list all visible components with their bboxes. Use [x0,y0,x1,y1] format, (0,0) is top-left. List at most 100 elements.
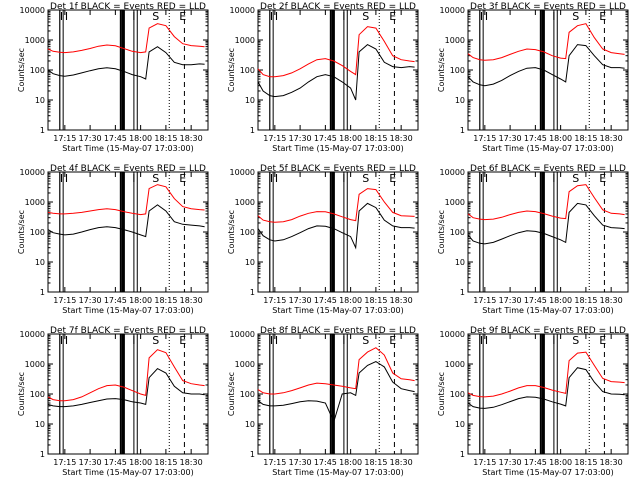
y-tick-label: 10 [455,420,465,429]
marker-flag: I [480,334,483,347]
x-tick-label: 17:15 [473,296,496,305]
series-events-line [467,44,625,87]
marker-flag: I [552,10,555,23]
panel-title: Det 4f BLACK = Events RED = LLD [50,164,206,174]
marker-flag: E [179,10,186,23]
marker-flag: E [389,334,396,347]
x-tick-label: 17:15 [53,296,76,305]
y-tick-label: 10000 [440,330,465,339]
y-tick-label: 1000 [445,36,465,45]
x-tick-label: 18:15 [364,296,387,305]
x-tick-label: 17:30 [289,458,312,467]
marker-flag: I [132,334,135,347]
marker-flag: S [572,172,579,185]
y-axis-label: Counts/sec [227,210,236,254]
y-tick-label: 1000 [445,360,465,369]
panel-9: Det 9f BLACK = Events RED = LLD 1 10 100 100… [437,326,629,477]
marker-flag: I [552,334,555,347]
panel-4: Det 4f BLACK = Events RED = LLD 1 10 100 100… [17,164,209,315]
marker-flag: I [132,10,135,23]
marker-flag: I [132,172,135,185]
y-tick-label: 1000 [235,36,255,45]
marker-flag: I [60,10,63,23]
series-lld-line [257,347,415,395]
marker-flag: I [270,10,273,23]
panel-title: Det 8f BLACK = Events RED = LLD [260,326,416,336]
series-events-line [47,46,205,80]
x-tick-label: 18:30 [600,296,623,305]
x-tick-label: 17:30 [79,458,102,467]
y-tick-label: 10 [35,420,45,429]
x-tick-label: 18:00 [129,134,152,143]
series-events-line [257,43,415,101]
x-tick-label: 18:30 [180,458,203,467]
x-tick-label: 17:30 [289,134,312,143]
marker-flag: I [65,172,68,185]
y-tick-label: 10000 [440,168,465,177]
y-tick-label: 100 [240,228,255,237]
marker-flag: I [342,334,345,347]
y-tick-label: 10 [245,96,255,105]
panel-3: Det 3f BLACK = Events RED = LLD 1 10 100 100… [437,2,629,153]
marker-flag: I [485,172,488,185]
marker-flag: I [342,172,345,185]
x-axis-label: Start Time (15-May-07 17:03:00) [62,144,193,153]
marker-flag: I [485,334,488,347]
panel-title: Det 1f BLACK = Events RED = LLD [50,2,206,12]
marker-flag: I [270,334,273,347]
x-tick-label: 18:00 [339,458,362,467]
x-tick-label: 17:15 [263,134,286,143]
x-axis-label: Start Time (15-May-07 17:03:00) [272,306,403,315]
x-tick-label: 18:30 [180,296,203,305]
y-tick-label: 10000 [20,168,45,177]
y-axis-label: Counts/sec [17,372,26,416]
y-tick-label: 1 [460,288,465,297]
y-tick-label: 1000 [25,198,45,207]
y-tick-label: 1000 [235,360,255,369]
x-tick-label: 18:30 [390,296,413,305]
marker-flag: S [362,172,369,185]
panel-2: Det 2f BLACK = Events RED = LLD 1 10 100 100… [227,2,419,153]
marker-flag: E [179,334,186,347]
y-tick-label: 1 [40,126,45,135]
x-tick-label: 17:45 [104,296,127,305]
panel-6: Det 6f BLACK = Events RED = LLD 1 10 100 100… [437,164,629,315]
y-tick-label: 10000 [230,330,255,339]
x-tick-label: 18:00 [339,296,362,305]
x-tick-label: 17:15 [473,134,496,143]
marker-flag: I [480,10,483,23]
y-tick-label: 1 [250,126,255,135]
y-tick-label: 100 [240,66,255,75]
y-axis-label: Counts/sec [227,372,236,416]
x-tick-label: 17:15 [263,458,286,467]
x-tick-label: 17:45 [524,134,547,143]
x-tick-label: 18:00 [339,134,362,143]
x-axis-label: Start Time (15-May-07 17:03:00) [62,468,193,477]
series-events-line [257,361,415,424]
marker-flag: S [152,10,159,23]
series-lld-line [467,184,625,221]
y-tick-label: 1000 [445,198,465,207]
y-tick-label: 1000 [25,360,45,369]
series-events-line [467,202,625,245]
marker-flag: I [65,10,68,23]
y-tick-label: 1000 [235,198,255,207]
panel-title: Det 5f BLACK = Events RED = LLD [260,164,416,174]
y-axis-label: Counts/sec [437,48,446,92]
marker-flag: I [275,172,278,185]
x-tick-label: 18:15 [364,458,387,467]
y-tick-label: 100 [450,66,465,75]
y-tick-label: 10000 [20,330,45,339]
x-axis-label: Start Time (15-May-07 17:03:00) [62,306,193,315]
panel-title: Det 3f BLACK = Events RED = LLD [470,2,626,12]
marker-flag: S [572,10,579,23]
x-tick-label: 18:15 [154,458,177,467]
y-axis-label: Counts/sec [437,210,446,254]
series-events-line [257,202,415,250]
marker-flag: I [60,172,63,185]
x-tick-label: 17:30 [79,134,102,143]
y-axis-label: Counts/sec [17,48,26,92]
marker-flag: I [275,10,278,23]
panel-title: Det 6f BLACK = Events RED = LLD [470,164,626,174]
x-tick-label: 18:15 [574,458,597,467]
